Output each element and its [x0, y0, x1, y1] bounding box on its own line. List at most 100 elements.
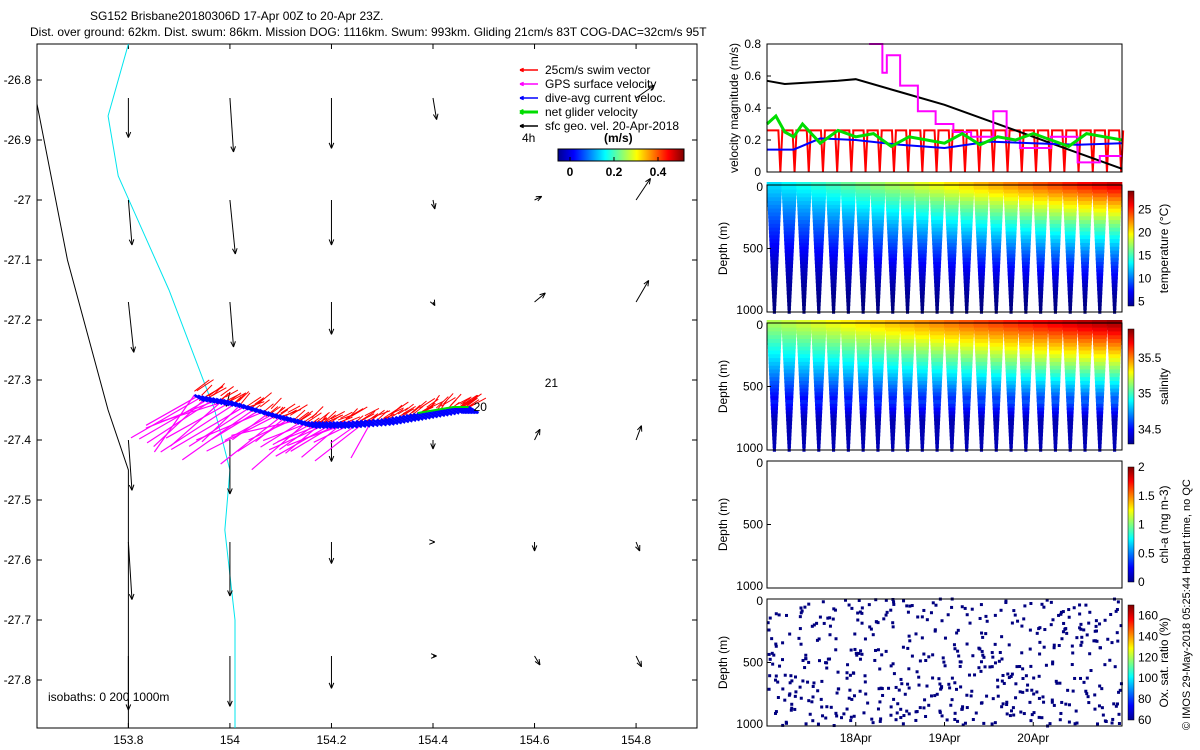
sal-profile-strip [815, 419, 822, 426]
oxy-sample-dot [798, 685, 802, 689]
sal-profile-strip [948, 407, 956, 414]
sal-profile-strip [1048, 327, 1063, 334]
sal-profile-strip [1112, 426, 1118, 433]
oxy-sample-dot [1116, 639, 1120, 643]
sal-profile-strip [961, 369, 972, 376]
sal-profile-strip [845, 422, 852, 429]
temp-profile-strip [1047, 185, 1063, 192]
oxy-sample-dot [848, 688, 852, 692]
temp-profile-strip [770, 262, 779, 269]
oxy-sample-dot [793, 694, 797, 698]
sal-profile-strip [843, 388, 853, 395]
sal-profile-strip [990, 350, 1003, 357]
temp-profile-strip [875, 288, 881, 295]
swim-vector [240, 392, 251, 404]
oxy-sample-dot [1110, 721, 1114, 725]
oxy-sample-dot [980, 649, 984, 653]
oxy-sample-dot [1042, 605, 1046, 609]
sal-profile-strip [918, 400, 927, 407]
temp-profile-strip [1111, 284, 1118, 291]
temp-profile-strip [992, 254, 1001, 261]
temp-profile-strip [979, 307, 984, 314]
temp-profile-strip [888, 262, 897, 269]
temp-profile-strip [887, 242, 898, 249]
sal-profile-strip [814, 392, 823, 399]
temp-profile-strip [772, 296, 777, 303]
oxy-sample-dot [1020, 651, 1024, 655]
swim-vector [275, 406, 286, 415]
gps-velocity-vector [220, 415, 283, 465]
oxy-sample-dot [1010, 621, 1014, 625]
sal-profile-strip [1067, 422, 1073, 429]
temp-profile-strip [902, 235, 913, 242]
sal-profile-strip [1020, 369, 1032, 376]
sal-profile-strip [783, 369, 795, 376]
oxy-sample-dot [889, 705, 893, 709]
temp-profile-strip [800, 273, 808, 280]
map-ytick-label: -27.1 [4, 253, 32, 267]
sal-profile-strip [964, 426, 970, 433]
oxy-sample-dot [993, 642, 997, 646]
sal-profile-strip [1020, 377, 1031, 384]
temp-profile-strip [1004, 197, 1019, 204]
sal-profile-strip [1051, 388, 1060, 395]
sal-profile-strip [1049, 361, 1062, 368]
oxy-sample-dot [774, 710, 778, 714]
dac-vector [306, 420, 319, 430]
oxy-sample-dot [965, 613, 969, 617]
temp-profile-strip [934, 296, 940, 303]
sal-profile-strip [856, 350, 870, 357]
sal-profile-strip [843, 380, 854, 387]
temp-profile-strip [948, 265, 956, 272]
temp-profile-strip [1063, 197, 1078, 204]
sal-profile-strip [768, 361, 781, 368]
oxy-sample-dot [991, 697, 995, 701]
sal-profile-strip [858, 377, 869, 384]
sal-profile-strip [886, 346, 900, 353]
temp-profile-strip [994, 307, 998, 314]
temp-profile-strip [827, 220, 840, 227]
swim-vector [280, 403, 296, 414]
oxy-sample-dot [829, 705, 833, 709]
sal-profile-strip [801, 422, 807, 429]
temp-profile-strip [770, 265, 779, 272]
temp-profile-strip [888, 258, 897, 265]
sal-profile-strip [1035, 377, 1046, 384]
sal-profile-strip [960, 346, 974, 353]
oxy-sample-dot [906, 646, 910, 650]
sal-profile-strip [935, 441, 939, 448]
sal-profile-strip [1003, 331, 1019, 338]
sal-profile-strip [875, 419, 881, 426]
oxy-sample-dot [1037, 715, 1041, 719]
sal-profile-strip [1052, 415, 1059, 422]
oxy-sample-dot [811, 695, 815, 699]
sal-profile-strip [917, 388, 927, 395]
temp-profile-strip [989, 208, 1003, 215]
temp-profile-strip [798, 223, 810, 230]
temp-profile-strip [904, 284, 911, 291]
temp-profile-strip [1020, 235, 1031, 242]
sal-profile-strip [861, 441, 865, 448]
sal-profile-strip [930, 339, 944, 346]
sal-profile-strip [1064, 369, 1076, 376]
temp-profile-strip [829, 262, 838, 269]
temp-profile-strip [962, 246, 972, 253]
temp-profile-strip [1079, 231, 1091, 238]
sal-profile-strip [946, 361, 958, 368]
temp-profile-strip [785, 254, 794, 261]
temp-profile-strip [977, 250, 986, 257]
temp-profile-strip [1037, 269, 1045, 276]
oxy-sample-dot [1038, 640, 1042, 644]
sal-profile-strip [1008, 415, 1015, 422]
sal-profile-strip [947, 392, 957, 399]
sal-profile-strip [959, 323, 975, 330]
temp-profile-strip [946, 231, 958, 238]
oxy-sample-dot [929, 694, 933, 698]
sal-profile-strip [915, 339, 930, 346]
oxy-sample-dot [996, 685, 1000, 689]
oxy-sample-dot [776, 680, 780, 684]
swim-vector [220, 386, 234, 397]
gps-velocity-vector [145, 395, 199, 426]
oxy-sample-dot [835, 714, 839, 718]
sal-profile-strip [1053, 438, 1058, 445]
